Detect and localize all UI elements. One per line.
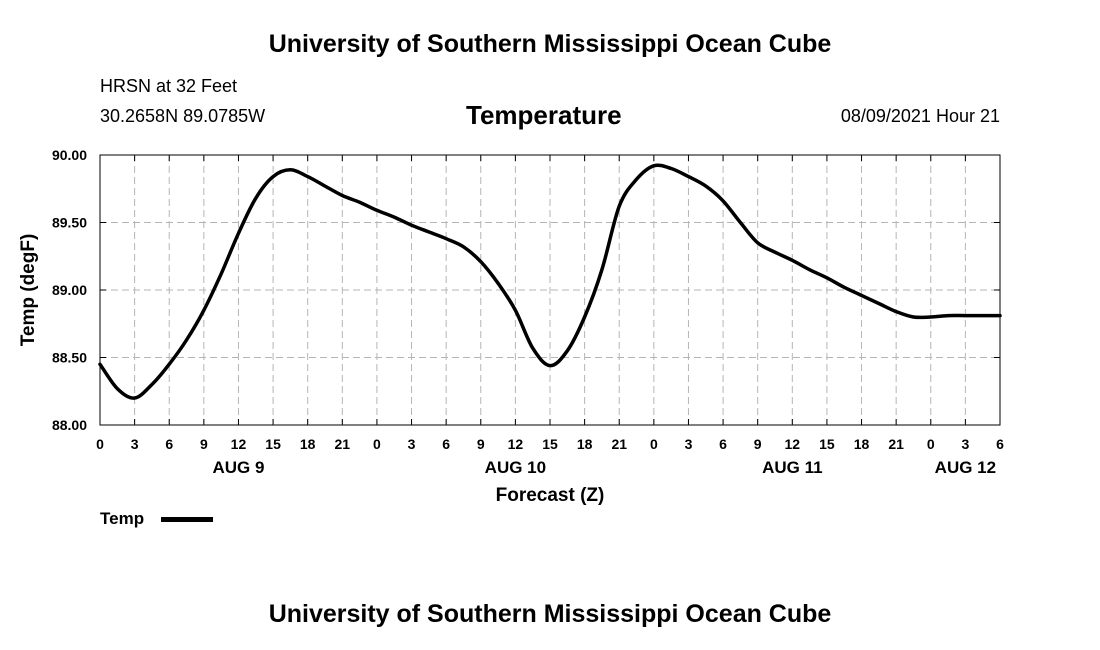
y-tick-label: 88.00 (52, 417, 87, 433)
y-tick-label: 90.00 (52, 147, 87, 163)
x-tick-label: 6 (996, 436, 1004, 452)
x-day-label: AUG 10 (485, 458, 546, 477)
x-tick-label: 6 (165, 436, 173, 452)
x-day-label: AUG 11 (762, 458, 822, 477)
x-tick-label: 0 (650, 436, 658, 452)
x-tick-label: 18 (854, 436, 870, 452)
x-tick-label: 6 (442, 436, 450, 452)
x-tick-label: 0 (927, 436, 935, 452)
x-tick-label: 3 (685, 436, 693, 452)
x-tick-label: 15 (819, 436, 835, 452)
x-tick-label: 18 (577, 436, 593, 452)
x-tick-label: 12 (231, 436, 247, 452)
x-tick-label: 21 (888, 436, 904, 452)
x-tick-label: 9 (754, 436, 762, 452)
x-tick-label: 3 (961, 436, 969, 452)
y-axis-label: Temp (degF) (18, 234, 39, 347)
timestamp-label: 08/09/2021 Hour 21 (840, 106, 1000, 126)
y-tick-label: 88.50 (52, 350, 87, 366)
x-tick-label: 0 (96, 436, 104, 452)
x-tick-label: 18 (300, 436, 316, 452)
x-tick-label: 12 (508, 436, 524, 452)
x-tick-label: 12 (785, 436, 801, 452)
x-tick-label: 3 (408, 436, 416, 452)
x-tick-label: 0 (373, 436, 381, 452)
x-day-label: AUG 9 (212, 458, 264, 477)
top-title: University of Southern Mississippi Ocean… (268, 30, 832, 58)
x-tick-label: 6 (719, 436, 727, 452)
x-tick-label: 9 (200, 436, 208, 452)
series-line-temp (98, 163, 1002, 400)
x-tick-label: 15 (542, 436, 558, 452)
legend-line-swatch (161, 517, 213, 522)
location-label: 30.2658N 89.0785W (100, 106, 266, 126)
x-tick-label: 3 (131, 436, 139, 452)
y-tick-label: 89.50 (52, 215, 87, 231)
x-axis-label: Forecast (Z) (496, 485, 605, 506)
x-tick-label: 21 (611, 436, 627, 452)
legend-label: Temp (100, 509, 145, 528)
chart-title: Temperature (466, 100, 622, 130)
x-tick-label: 21 (335, 436, 351, 452)
bottom-title: University of Southern Mississippi Ocean… (268, 600, 832, 628)
station-label: HRSN at 32 Feet (100, 76, 238, 96)
x-tick-label: 9 (477, 436, 485, 452)
x-tick-label: 15 (265, 436, 281, 452)
y-tick-label: 89.00 (52, 282, 87, 298)
x-day-label: AUG 12 (935, 458, 996, 477)
